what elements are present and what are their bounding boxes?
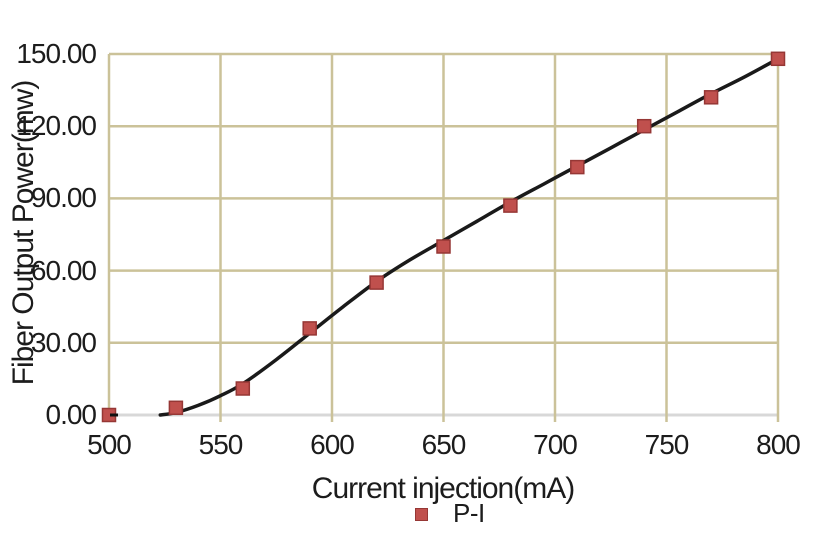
y-axis-title: Fiber Output Power(mw) [7,80,40,386]
y-tick-label: 60.00 [30,254,97,286]
y-tick-label: 120.00 [16,110,97,142]
data-point-marker [570,159,585,175]
data-point-marker [503,198,518,213]
x-tick-label: 700 [533,429,578,460]
y-tick-label: 0.00 [45,399,98,430]
data-point-marker [235,381,251,396]
x-tick-label: 550 [198,429,244,460]
legend: P-I [415,498,485,528]
x-tick-label: 600 [310,429,355,460]
x-tick-label: 650 [421,429,467,460]
y-tick-label: 30.00 [30,326,97,358]
y-tick-label: 90.00 [30,182,97,214]
legend-marker-icon [415,507,428,521]
data-point-marker [302,321,317,336]
x-axis-title: Current injection(mA) [311,472,575,505]
x-tick-label: 500 [87,429,132,460]
y-tick-label: 150.00 [16,38,97,69]
data-point-marker [703,90,719,105]
data-point-marker [436,239,451,254]
data-point-marker [636,118,652,134]
fit-curve [158,57,780,417]
x-tick-label: 750 [644,429,690,460]
data-point-marker [369,275,384,290]
data-point-marker [168,400,184,416]
legend-label: P-I [453,498,485,528]
data-point-marker [770,51,786,67]
x-tick-label: 800 [756,429,801,460]
